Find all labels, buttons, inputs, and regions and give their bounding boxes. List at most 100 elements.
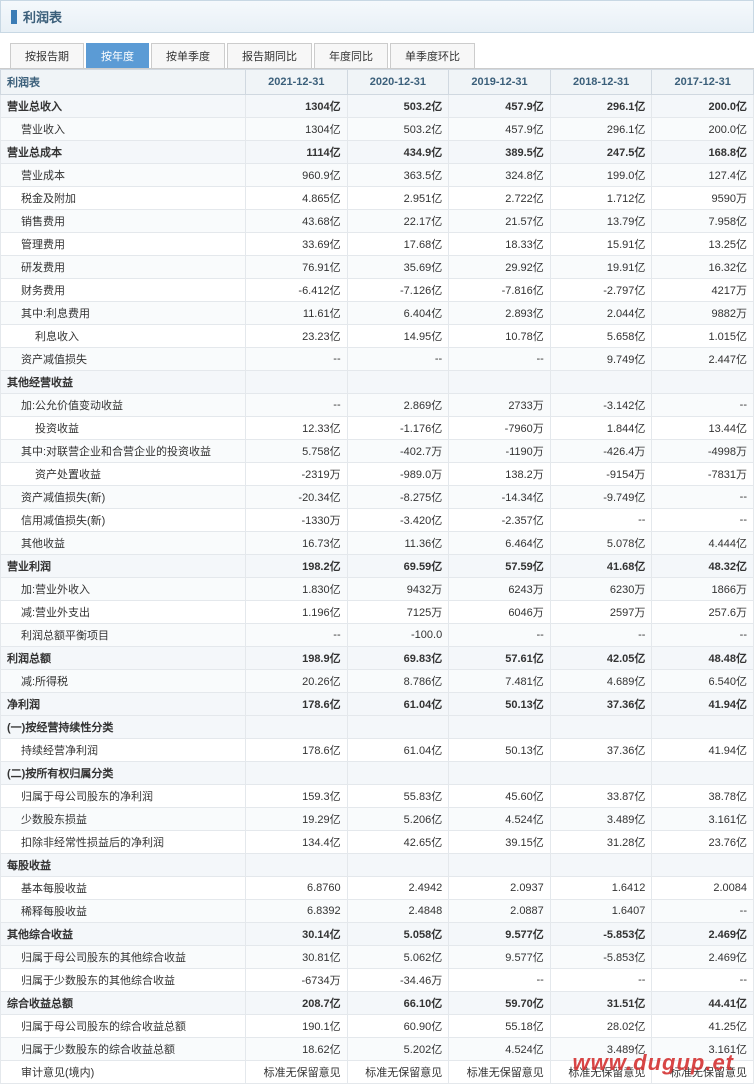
cell-value: 42.65亿 [347,831,449,854]
cell-value: 7.958亿 [652,210,754,233]
cell-value: 30.14亿 [246,923,348,946]
cell-value: -34.46万 [347,969,449,992]
cell-value: 178.6亿 [246,739,348,762]
row-label: 基本每股收益 [1,877,246,900]
tabs-bar: 按报告期按年度按单季度报告期同比年度同比单季度环比 [0,33,754,69]
cell-value: 1.712亿 [550,187,652,210]
cell-value: 9590万 [652,187,754,210]
cell-value: 55.83亿 [347,785,449,808]
row-label: 每股收益 [1,854,246,877]
tab-5[interactable]: 单季度环比 [390,43,475,68]
cell-value: 2.722亿 [449,187,551,210]
row-label: 加:公允价值变动收益 [1,394,246,417]
cell-value: 200.0亿 [652,95,754,118]
cell-value: 66.10亿 [347,992,449,1015]
cell-value: -5.853亿 [550,946,652,969]
cell-value: -8.275亿 [347,486,449,509]
row-label: 其中:对联营企业和合营企业的投资收益 [1,440,246,463]
cell-value [652,854,754,877]
cell-value: 6243万 [449,578,551,601]
cell-value: 2.0887 [449,900,551,923]
row-label: 营业成本 [1,164,246,187]
cell-value: 2.893亿 [449,302,551,325]
cell-value: 2.044亿 [550,302,652,325]
cell-value: 69.59亿 [347,555,449,578]
cell-value: 59.70亿 [449,992,551,1015]
tab-4[interactable]: 年度同比 [314,43,388,68]
cell-value: 457.9亿 [449,118,551,141]
row-label: 研发费用 [1,256,246,279]
table-row: 营业总收入1304亿503.2亿457.9亿296.1亿200.0亿 [1,95,754,118]
cell-value: -7831万 [652,463,754,486]
cell-value: 50.13亿 [449,739,551,762]
cell-value: 44.41亿 [652,992,754,1015]
table-row: 营业收入1304亿503.2亿457.9亿296.1亿200.0亿 [1,118,754,141]
table-row: 投资收益12.33亿-1.176亿-7960万1.844亿13.44亿 [1,417,754,440]
cell-value: 168.8亿 [652,141,754,164]
cell-value: -- [652,509,754,532]
cell-value: 37.36亿 [550,739,652,762]
cell-value: 14.95亿 [347,325,449,348]
table-row: 资产处置收益-2319万-989.0万138.2万-9154万-7831万 [1,463,754,486]
cell-value: 5.058亿 [347,923,449,946]
cell-value: -- [550,509,652,532]
cell-value: -- [246,348,348,371]
cell-value: -7.816亿 [449,279,551,302]
cell-value [449,371,551,394]
cell-value: 503.2亿 [347,95,449,118]
table-row: 综合收益总额208.7亿66.10亿59.70亿31.51亿44.41亿 [1,992,754,1015]
cell-value: 57.59亿 [449,555,551,578]
cell-value [449,854,551,877]
row-label: 利润总额平衡项目 [1,624,246,647]
cell-value: 198.2亿 [246,555,348,578]
cell-value: 198.9亿 [246,647,348,670]
table-row: 其他经营收益 [1,371,754,394]
cell-value: 134.4亿 [246,831,348,854]
cell-value: 178.6亿 [246,693,348,716]
cell-value: 1.6412 [550,877,652,900]
cell-value: 1114亿 [246,141,348,164]
cell-value: 18.33亿 [449,233,551,256]
cell-value: 6.8760 [246,877,348,900]
row-label: 资产减值损失(新) [1,486,246,509]
cell-value: 41.68亿 [550,555,652,578]
tab-3[interactable]: 报告期同比 [227,43,312,68]
table-row: 归属于少数股东的综合收益总额18.62亿5.202亿4.524亿3.489亿3.… [1,1038,754,1061]
row-label: 减:所得税 [1,670,246,693]
cell-value [347,371,449,394]
cell-value: -9.749亿 [550,486,652,509]
cell-value: 15.91亿 [550,233,652,256]
table-row: 归属于母公司股东的其他综合收益30.81亿5.062亿9.577亿-5.853亿… [1,946,754,969]
cell-value: -- [652,969,754,992]
cell-value: 标准无保留意见 [652,1061,754,1084]
tab-2[interactable]: 按单季度 [151,43,225,68]
table-row: 营业总成本1114亿434.9亿389.5亿247.5亿168.8亿 [1,141,754,164]
cell-value: 43.68亿 [246,210,348,233]
cell-value: -- [652,624,754,647]
cell-value: 1.6407 [550,900,652,923]
cell-value: -7.126亿 [347,279,449,302]
table-row: 审计意见(境内)标准无保留意见标准无保留意见标准无保留意见标准无保留意见标准无保… [1,1061,754,1084]
tab-1[interactable]: 按年度 [86,43,149,68]
cell-value: 17.68亿 [347,233,449,256]
table-row: 归属于少数股东的其他综合收益-6734万-34.46万------ [1,969,754,992]
row-label: 归属于少数股东的综合收益总额 [1,1038,246,1061]
cell-value: 38.78亿 [652,785,754,808]
table-row: 净利润178.6亿61.04亿50.13亿37.36亿41.94亿 [1,693,754,716]
table-row: 扣除非经常性损益后的净利润134.4亿42.65亿39.15亿31.28亿23.… [1,831,754,854]
cell-value: 324.8亿 [449,164,551,187]
cell-value: 3.161亿 [652,1038,754,1061]
cell-value: 9.577亿 [449,946,551,969]
table-row: 其他综合收益30.14亿5.058亿9.577亿-5.853亿2.469亿 [1,923,754,946]
row-label: 归属于母公司股东的综合收益总额 [1,1015,246,1038]
row-label: 资产处置收益 [1,463,246,486]
row-label: 财务费用 [1,279,246,302]
cell-value [347,762,449,785]
cell-value [652,716,754,739]
row-label: 资产减值损失 [1,348,246,371]
cell-value: 4.524亿 [449,808,551,831]
table-row: 资产减值损失(新)-20.34亿-8.275亿-14.34亿-9.749亿-- [1,486,754,509]
cell-value: 389.5亿 [449,141,551,164]
tab-0[interactable]: 按报告期 [10,43,84,68]
cell-value: -6.412亿 [246,279,348,302]
